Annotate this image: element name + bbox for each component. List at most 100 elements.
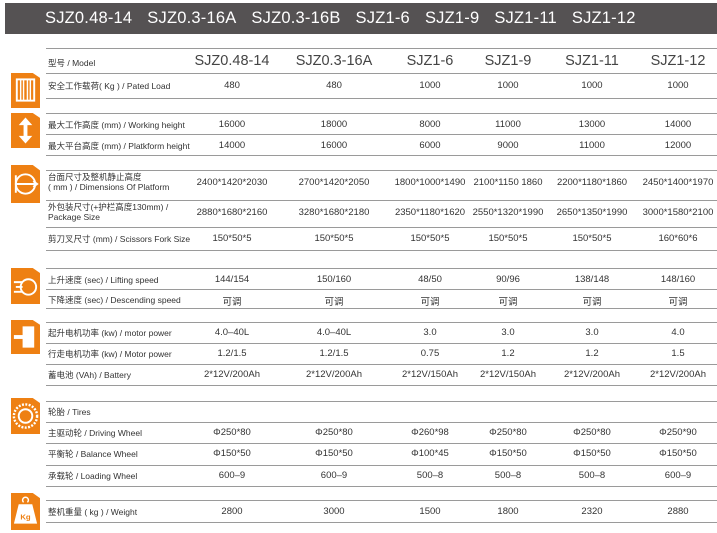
spec-value: 2400*1420*2030 <box>196 177 268 188</box>
spec-value: 150*50*5 <box>572 233 612 244</box>
spec-value: 2100*1150 1860 <box>473 177 543 188</box>
model-name: SJZ0.3-16A <box>295 53 373 69</box>
spec-value: 1.2/1.5 <box>217 348 247 359</box>
motor-icon <box>11 320 40 354</box>
spec-row: 外包装尺寸(+护栏高度130mm) / Package Size 2880*1680… <box>46 202 717 223</box>
spec-value: 600–9 <box>320 470 348 481</box>
row-label: 平衡轮 / Balance Wheel <box>48 449 138 459</box>
banner-model: SJZ0.3-16A <box>147 9 237 27</box>
spec-value: 48/50 <box>418 274 442 285</box>
spec-value: 1.5 <box>671 348 685 359</box>
spec-value: 2*12V/200Ah <box>650 369 706 380</box>
model-name: SJZ1-9 <box>484 53 532 69</box>
row-label: 承载轮 / Loading Wheel <box>48 471 138 481</box>
spec-value: 可调 <box>222 297 242 308</box>
model-name: SJZ1-6 <box>406 53 454 69</box>
spec-value: 3.0 <box>423 327 437 338</box>
spec-row: 安全工作载荷( Kg ) / Pated Load 480 480 1000 1000 1… <box>46 76 717 96</box>
spec-value: 148/160 <box>660 274 696 285</box>
divider <box>46 98 717 99</box>
row-label: 轮胎 / Tires <box>48 407 91 417</box>
divider <box>46 155 717 156</box>
spec-value: 2*12V/200Ah <box>564 369 620 380</box>
spec-value: 8000 <box>419 119 441 130</box>
model-name: SJZ1-12 <box>650 53 706 69</box>
spec-value: 2650*1350*1990 <box>556 207 628 218</box>
spec-value: 2200*1180*1860 <box>556 177 628 188</box>
spec-value: 1.2/1.5 <box>319 348 349 359</box>
spec-value: 480 <box>224 80 240 91</box>
row-label: 下降速度 (sec) / Descending speed <box>48 295 181 305</box>
row-label: 安全工作载荷( Kg ) / Pated Load <box>48 81 171 91</box>
divider <box>46 250 717 251</box>
spec-row: 主驱动轮 / Driving Wheel Φ250*80 Φ250*80 Φ260*9… <box>46 423 717 443</box>
divider <box>46 343 717 344</box>
spec-value: Φ150*50 <box>659 448 697 459</box>
weight-kg-icon: Kg <box>11 493 40 530</box>
spec-value: 1.2 <box>585 348 599 359</box>
tire-icon <box>11 398 40 434</box>
spec-value: Φ260*98 <box>411 427 449 438</box>
spec-value: 2*12V/200Ah <box>204 369 260 380</box>
row-label: 蓄电池 (VAh) / Battery <box>48 370 131 380</box>
spec-value: 2550*1320*1990 <box>472 207 544 218</box>
spec-value: Φ250*80 <box>489 427 527 438</box>
row-label: 外包装尺寸(+护栏高度130mm) / Package Size <box>48 202 169 222</box>
row-label: 主驱动轮 / Driving Wheel <box>48 428 142 438</box>
spec-value: 500–8 <box>494 470 522 481</box>
spec-value: 可调 <box>498 297 518 308</box>
spec-row: 下降速度 (sec) / Descending speed 可调 可调 可调 可调 可调 可… <box>46 290 717 310</box>
model-banner: SJZ0.48-14 SJZ0.3-16A SJZ0.3-16B SJZ1-6 SJZ1… <box>5 3 717 34</box>
divider <box>46 134 717 135</box>
spec-value: 500–8 <box>416 470 444 481</box>
spec-row: 平衡轮 / Balance Wheel Φ150*50 Φ150*50 Φ100*45… <box>46 444 717 464</box>
spec-value: 2*12V/150Ah <box>480 369 536 380</box>
dimension-icon <box>11 165 40 203</box>
spec-value: 1800 <box>497 506 519 517</box>
divider <box>46 268 717 269</box>
spec-row: 蓄电池 (VAh) / Battery 2*12V/200Ah 2*12V/200A… <box>46 365 717 385</box>
spec-row: 剪刀叉尺寸 (mm) / Scissors Fork Size 150*50*5 1… <box>46 229 717 249</box>
spec-value: 2880*1680*2160 <box>196 207 268 218</box>
divider <box>46 200 717 201</box>
spec-value: 2800 <box>221 506 243 517</box>
spec-value: 138/148 <box>574 274 610 285</box>
banner-model: SJZ0.3-16B <box>251 9 341 27</box>
divider <box>46 401 717 402</box>
spec-row: 上升速度 (sec) / Lifting speed 144/154 150/160… <box>46 270 717 290</box>
banner-model: SJZ1-11 <box>494 9 557 27</box>
spec-value: 可调 <box>668 297 688 308</box>
spec-value: 13000 <box>578 119 606 130</box>
row-label: 型号 / Model <box>48 58 96 68</box>
spec-value: Φ150*50 <box>573 448 611 459</box>
spec-value: 1500 <box>419 506 441 517</box>
spec-value: 2*12V/150Ah <box>402 369 458 380</box>
spec-value: 144/154 <box>214 274 250 285</box>
spec-value: 2880 <box>667 506 689 517</box>
spec-value: 4.0 <box>671 327 685 338</box>
spec-value: 6000 <box>419 140 441 151</box>
spec-value: 600–9 <box>664 470 692 481</box>
row-label: 最大平台高度 (mm) / Platkform height <box>48 141 190 151</box>
spec-value: 3000*1580*2100 <box>642 207 714 218</box>
spec-value: 3280*1680*2180 <box>298 207 370 218</box>
spec-value: 150*50*5 <box>212 233 252 244</box>
divider <box>46 364 717 365</box>
spec-value: 1800*1000*1490 <box>394 177 466 188</box>
spec-row: 轮胎 / Tires <box>46 402 717 422</box>
spec-value: 90/96 <box>496 274 520 285</box>
banner-model: SJZ1-12 <box>571 9 636 27</box>
divider <box>46 385 717 386</box>
spec-value: 11000 <box>579 140 605 151</box>
spec-value: Φ250*80 <box>573 427 611 438</box>
spec-value: 9000 <box>497 140 519 151</box>
spec-value: 可调 <box>582 297 602 308</box>
svg-text:Kg: Kg <box>20 513 31 522</box>
model-name: SJZ1-11 <box>565 53 619 69</box>
spec-value: 3.0 <box>501 327 515 338</box>
model-name: SJZ0.48-14 <box>194 53 270 69</box>
spec-value: 11000 <box>495 119 521 130</box>
spec-value: 14000 <box>218 140 246 151</box>
spec-value: 16000 <box>320 140 348 151</box>
